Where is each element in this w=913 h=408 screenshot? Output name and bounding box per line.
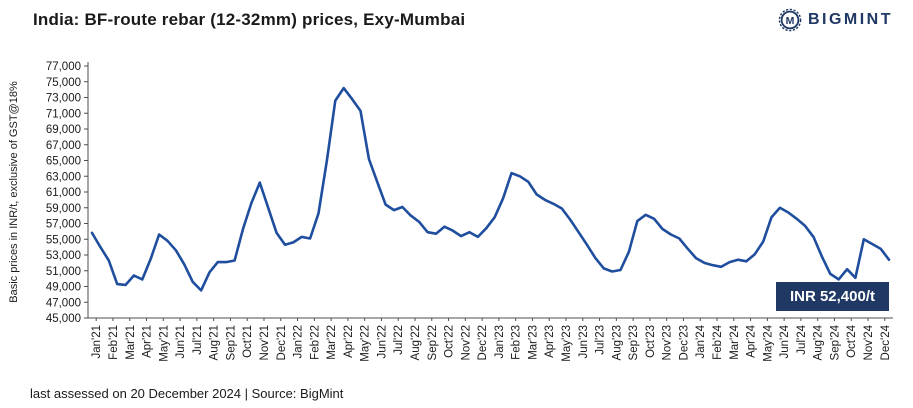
svg-text:69,000: 69,000: [46, 124, 81, 136]
svg-text:Aug'23: Aug'23: [611, 325, 623, 360]
svg-text:Jun'24: Jun'24: [779, 324, 791, 358]
svg-text:Mar'21: Mar'21: [125, 325, 137, 360]
svg-text:65,000: 65,000: [46, 156, 81, 168]
svg-text:Apr'21: Apr'21: [142, 325, 154, 358]
svg-text:Jan'24: Jan'24: [695, 324, 707, 358]
bigmint-logo-text: BIGMINT: [807, 11, 893, 28]
svg-text:Jun'23: Jun'23: [578, 325, 590, 359]
svg-text:Jan'21: Jan'21: [91, 325, 103, 359]
source-footnote: last assessed on 20 December 2024 | Sour…: [30, 386, 344, 401]
page-title: India: BF-route rebar (12-32mm) prices, …: [33, 10, 466, 29]
svg-text:May'21: May'21: [158, 325, 170, 362]
svg-text:Feb'24: Feb'24: [712, 324, 724, 359]
svg-text:Oct'21: Oct'21: [242, 325, 254, 358]
svg-text:63,000: 63,000: [46, 171, 81, 183]
svg-text:Nov'21: Nov'21: [259, 325, 271, 360]
svg-text:May'24: May'24: [762, 324, 774, 361]
svg-text:Jul'22: Jul'22: [393, 325, 405, 355]
bigmint-logo: M BIGMINT: [778, 8, 893, 32]
svg-text:Aug'22: Aug'22: [410, 325, 422, 360]
svg-text:Sep'21: Sep'21: [225, 325, 237, 360]
svg-text:Feb'21: Feb'21: [108, 325, 120, 360]
svg-text:May'23: May'23: [561, 325, 573, 362]
svg-text:45,000: 45,000: [46, 313, 81, 325]
svg-text:Jul'21: Jul'21: [192, 325, 204, 355]
svg-text:53,000: 53,000: [46, 250, 81, 262]
svg-text:Basic prices in INR/t, exclusi: Basic prices in INR/t, exclusive of GST@…: [8, 81, 20, 303]
svg-text:Mar'22: Mar'22: [326, 325, 338, 360]
svg-text:61,000: 61,000: [46, 187, 81, 199]
svg-text:Aug'21: Aug'21: [209, 325, 221, 360]
svg-text:Sep'22: Sep'22: [427, 325, 439, 360]
svg-text:Dec'23: Dec'23: [678, 325, 690, 360]
svg-text:49,000: 49,000: [46, 282, 81, 294]
svg-text:Feb'22: Feb'22: [309, 325, 321, 360]
svg-text:Jan'22: Jan'22: [293, 325, 305, 359]
svg-text:Jan'23: Jan'23: [494, 325, 506, 359]
svg-text:Apr'24: Apr'24: [746, 324, 758, 357]
svg-text:57,000: 57,000: [46, 219, 81, 231]
svg-text:59,000: 59,000: [46, 203, 81, 215]
svg-text:Jun'22: Jun'22: [376, 325, 388, 359]
svg-text:71,000: 71,000: [46, 108, 81, 120]
svg-text:73,000: 73,000: [46, 93, 81, 105]
svg-text:Mar'24: Mar'24: [729, 324, 741, 359]
latest-price-badge: INR 52,400/t: [775, 282, 889, 311]
bigmint-logo-icon: M: [778, 8, 802, 32]
svg-text:Nov'23: Nov'23: [662, 325, 674, 360]
svg-text:47,000: 47,000: [46, 297, 81, 309]
svg-text:Jul'24: Jul'24: [796, 324, 808, 354]
svg-text:Apr'23: Apr'23: [544, 325, 556, 358]
svg-text:Nov'24: Nov'24: [863, 324, 875, 360]
svg-text:Jun'21: Jun'21: [175, 325, 187, 359]
svg-text:Sep'24: Sep'24: [829, 324, 841, 360]
svg-text:Dec'21: Dec'21: [276, 325, 288, 360]
svg-text:May'22: May'22: [360, 325, 372, 362]
svg-text:Oct'22: Oct'22: [444, 325, 456, 358]
svg-text:Oct'24: Oct'24: [846, 324, 858, 357]
svg-text:51,000: 51,000: [46, 266, 81, 278]
svg-text:Mar'23: Mar'23: [527, 325, 539, 360]
svg-text:Dec'22: Dec'22: [477, 325, 489, 360]
svg-text:M: M: [786, 15, 795, 27]
svg-text:67,000: 67,000: [46, 140, 81, 152]
svg-text:77,000: 77,000: [46, 61, 81, 73]
svg-text:Feb'23: Feb'23: [511, 325, 523, 360]
svg-text:Sep'23: Sep'23: [628, 325, 640, 360]
svg-text:Apr'22: Apr'22: [343, 325, 355, 358]
svg-text:Aug'24: Aug'24: [813, 324, 825, 360]
svg-text:Jul'23: Jul'23: [595, 325, 607, 355]
svg-text:75,000: 75,000: [46, 77, 81, 89]
svg-text:Dec'24: Dec'24: [880, 324, 892, 360]
svg-text:55,000: 55,000: [46, 234, 81, 246]
svg-text:Nov'22: Nov'22: [460, 325, 472, 360]
svg-text:Oct'23: Oct'23: [645, 325, 657, 358]
